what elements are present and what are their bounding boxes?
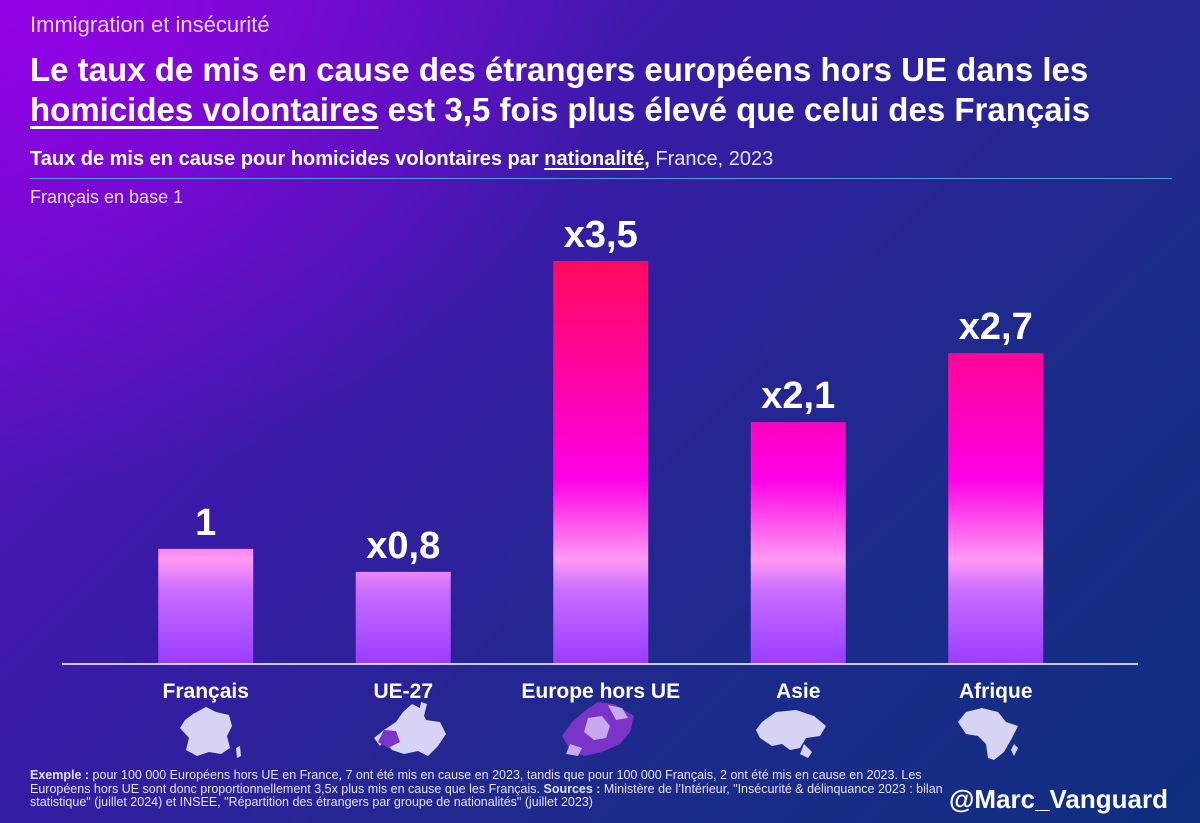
bar-asie bbox=[750, 422, 846, 664]
value-label-ue-27: x0,8 bbox=[366, 525, 440, 567]
footnote-sources-text: Ministère de l’Intérieur, "Insécurité & … bbox=[30, 781, 943, 809]
asia-map-icon bbox=[756, 710, 826, 758]
category-label-fran-ais: Français bbox=[163, 680, 249, 703]
category-label-afrique: Afrique bbox=[959, 680, 1033, 703]
header-divider bbox=[30, 178, 1172, 179]
africa-map-icon bbox=[958, 708, 1018, 760]
headline-part1: Le taux de mis en cause des étrangers eu… bbox=[30, 51, 1089, 88]
subtitle-comma: , bbox=[644, 148, 650, 170]
subtitle-rest: France, 2023 bbox=[649, 148, 774, 170]
kicker: Immigration et insécurité bbox=[30, 12, 270, 37]
subtitle-prefix: Taux de mis en cause pour homicides volo… bbox=[30, 148, 545, 170]
bar-europe-hors-ue bbox=[553, 261, 649, 664]
baseline-note: Français en base 1 bbox=[30, 187, 184, 207]
france-map-icon bbox=[180, 707, 232, 756]
footnote-sources-label: Sources : bbox=[543, 781, 601, 796]
value-label-europe-hors-ue: x3,5 bbox=[564, 214, 638, 256]
value-label-fran-ais: 1 bbox=[195, 502, 216, 544]
author-handle: @Marc_Vanguard bbox=[949, 784, 1168, 814]
bar-afrique bbox=[948, 353, 1044, 664]
headline-part2: est 3,5 fois plus élevé que celui des Fr… bbox=[378, 91, 1091, 128]
chart-subtitle: Taux de mis en cause pour homicides volo… bbox=[30, 148, 773, 171]
europe-non-eu-map-icon bbox=[562, 702, 634, 756]
category-label-europe-hors-ue: Europe hors UE bbox=[521, 680, 680, 703]
headline-underlined: homicides volontaires bbox=[30, 91, 379, 128]
category-label-asie: Asie bbox=[776, 680, 820, 703]
bar-fran-ais bbox=[158, 548, 254, 664]
footnote-example-label: Exemple : bbox=[30, 768, 90, 782]
footnote-example-text: pour 100 000 Européens hors UE en France… bbox=[30, 768, 922, 796]
subtitle-underlined: nationalité bbox=[544, 148, 645, 170]
value-label-asie: x2,1 bbox=[761, 375, 835, 417]
corsica-map-icon bbox=[236, 746, 241, 758]
category-label-ue-27: UE-27 bbox=[373, 680, 433, 703]
eu27-map-icon bbox=[374, 702, 446, 756]
headline: Le taux de mis en cause des étrangers eu… bbox=[30, 50, 1180, 130]
bar-ue-27 bbox=[355, 571, 451, 664]
value-label-afrique: x2,7 bbox=[959, 306, 1033, 348]
footnote: Exemple : pour 100 000 Européens hors UE… bbox=[30, 768, 960, 810]
